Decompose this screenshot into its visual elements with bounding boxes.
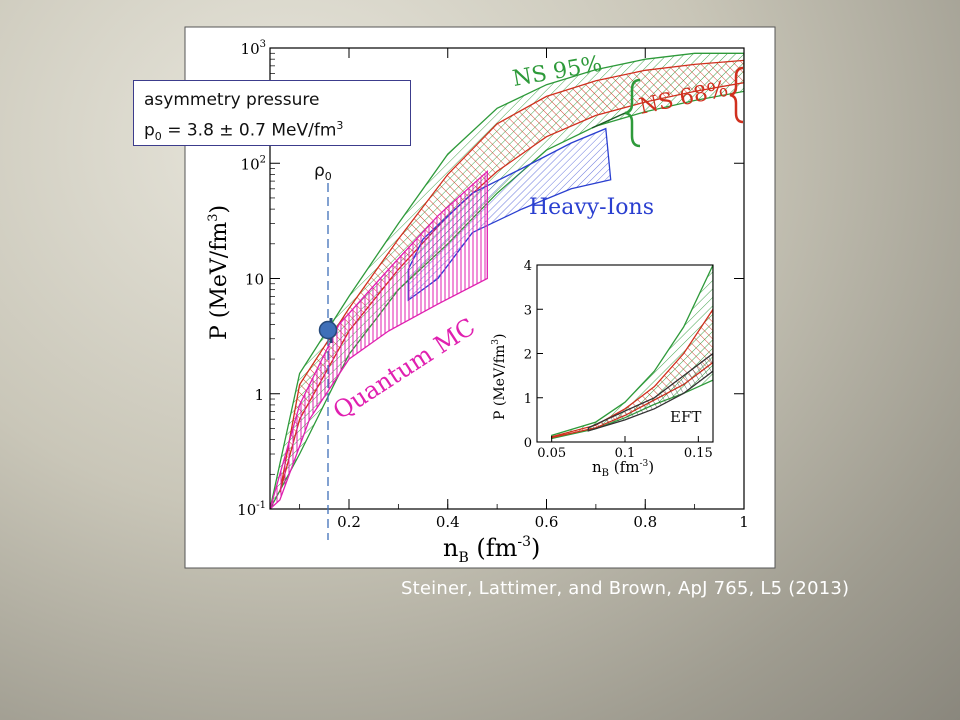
- main-y-tick-label: 10-1: [237, 500, 266, 519]
- main-y-tick-label: 102: [241, 154, 266, 173]
- inset-x-axis-label: nB (fm-3): [592, 458, 654, 479]
- callout-title: asymmetry pressure: [144, 90, 320, 110]
- inset-plot: 0.05 0.1 0.15 0 1 2 3 4 EFT nB (fm-3) P (MeV/f…: [491, 259, 714, 479]
- main-y-axis-label: P (MeV/fm3): [206, 205, 232, 340]
- main-x-tick-label: 0.8: [633, 513, 657, 531]
- callout-value: p0 = 3.8 ± 0.7 MeV/fm3: [144, 119, 344, 144]
- inset-eft-band: [587, 352, 713, 432]
- inset-x-tick-label: 0.15: [684, 446, 713, 461]
- main-x-tick-label: 0.6: [535, 513, 559, 531]
- rho0-point: [318, 320, 338, 340]
- ns95-brace-pointer: [591, 112, 626, 129]
- main-y-tick-label: 10: [245, 271, 264, 289]
- inset-y-tick-label: 1: [524, 392, 532, 407]
- inset-y-tick-label: 0: [524, 436, 532, 451]
- main-x-tick-label: 0.4: [436, 513, 460, 531]
- asymmetry-pressure-callout: asymmetry pressure p0 = 3.8 ± 0.7 MeV/fm…: [133, 80, 411, 146]
- inset-y-tick-label: 3: [524, 303, 532, 318]
- inset-y-tick-label: 2: [524, 348, 532, 363]
- inset-eft-label: EFT: [670, 408, 701, 426]
- ns68-brace: [729, 66, 744, 124]
- main-x-tick-label: 1: [739, 513, 749, 531]
- inset-x-tick-label: 0.05: [537, 446, 566, 461]
- inset-y-tick-label: 4: [524, 259, 532, 274]
- inset-y-axis-label: P (MeV/fm3): [491, 334, 508, 420]
- main-quantum-mc-band: [270, 169, 488, 509]
- inset-x-tick-label: 0.1: [615, 446, 636, 461]
- main-x-tick-label: 0.2: [337, 513, 361, 531]
- main-x-axis-label: nB (fm-3): [443, 534, 540, 566]
- main-y-tick-label: 1: [254, 386, 264, 404]
- rho0-label: ρ0: [314, 161, 332, 183]
- citation-text: Steiner, Lattimer, and Brown, ApJ 765, L…: [401, 578, 850, 599]
- heavy-ions-label: Heavy-Ions: [529, 195, 654, 220]
- main-y-tick-label: 103: [241, 39, 266, 58]
